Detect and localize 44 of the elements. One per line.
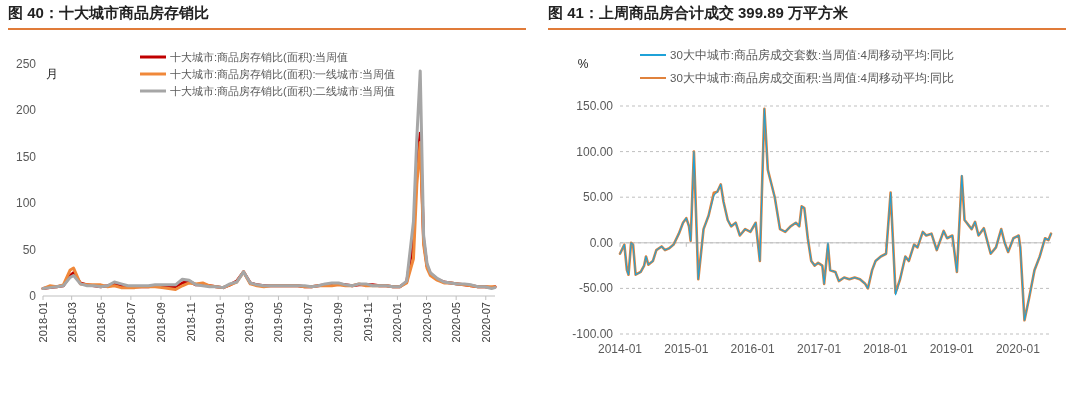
x-tick-label: 2019-01: [214, 302, 227, 343]
legend-label: 十大城市:商品房存销比(面积):当周值: [170, 51, 349, 63]
y-tick-label: -100.00: [572, 327, 614, 341]
y-tick-label: 50: [22, 242, 37, 257]
y-tick-label: 100: [15, 196, 37, 210]
x-tick-label: 2020-05: [450, 302, 463, 343]
x-tick-label: 2018-05: [95, 302, 108, 343]
legend-label: 30大中城市:商品房成交套数:当周值:4周移动平均:同比: [670, 48, 954, 61]
chart-title: 图 40：十大城市商品房存销比: [8, 4, 526, 30]
x-tick-label: 2018-01: [863, 342, 908, 356]
x-tick-label: 2019-01: [929, 342, 974, 356]
x-tick-label: 2014-01: [597, 342, 643, 356]
x-tick-label: 2016-01: [730, 342, 775, 356]
legend-label: 30大中城市:商品房成交面积:当周值:4周移动平均:同比: [670, 71, 954, 84]
legend-label: 十大城市:商品房存销比(面积):一线城市:当周值: [170, 68, 396, 80]
x-tick-label: 2015-01: [664, 342, 709, 356]
x-tick-label: 2019-11: [361, 302, 374, 342]
y-tick-label: 0: [29, 289, 37, 303]
y-tick-label: 150.00: [576, 99, 614, 113]
y-tick-label: -50.00: [578, 281, 614, 296]
x-tick-label: 2020-03: [420, 302, 433, 343]
x-tick-label: 2018-03: [65, 302, 78, 343]
x-tick-label: 2019-09: [332, 302, 345, 343]
x-tick-label: 2018-11: [184, 302, 197, 342]
x-tick-label: 2018-09: [154, 302, 167, 343]
y-tick-label: 100.00: [576, 144, 614, 159]
y-tick-label: 0.00: [589, 235, 614, 250]
chart-title: 图 41：上周商品房合计成交 399.89 万平方米: [548, 4, 1066, 30]
x-tick-label: 2020-01: [995, 342, 1041, 356]
x-tick-label: 2018-07: [124, 302, 137, 343]
x-tick-label: 2017-01: [797, 342, 842, 356]
y-tick-label: 50.00: [582, 190, 614, 205]
y-tick-label: 150: [15, 149, 37, 164]
x-tick-label: 2020-07: [479, 302, 492, 343]
y-axis-title: %: [577, 57, 589, 71]
legend-label: 十大城市:商品房存销比(面积):二线城市:当周值: [170, 85, 396, 97]
y-tick-label: 200: [15, 103, 37, 117]
x-tick-label: 2019-07: [302, 302, 315, 343]
y-tick-label: 250: [15, 56, 37, 71]
x-tick-label: 2018-01: [37, 302, 49, 343]
y-axis-title: 月: [46, 67, 58, 81]
x-tick-label: 2019-03: [242, 302, 255, 343]
x-tick-label: 2019-05: [272, 302, 285, 343]
x-tick-label: 2020-01: [391, 302, 404, 343]
